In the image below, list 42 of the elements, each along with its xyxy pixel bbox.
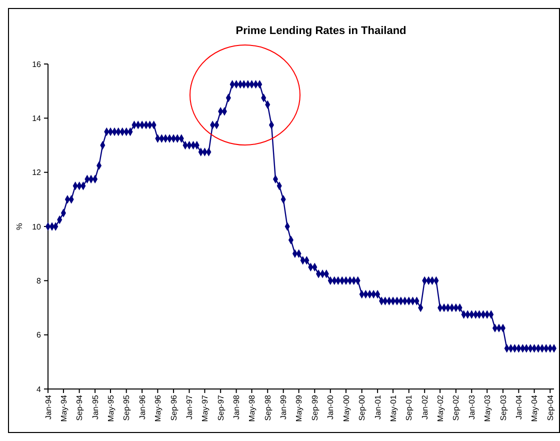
y-tick-label: 8 bbox=[36, 276, 42, 286]
x-tick-label: May-96 bbox=[153, 394, 162, 422]
y-tick-label: 14 bbox=[32, 114, 42, 123]
x-tick-label: Jan-04 bbox=[514, 394, 524, 420]
y-tick-label: 12 bbox=[32, 168, 42, 178]
x-tick-label: May-99 bbox=[294, 394, 304, 422]
x-tick-label: Sep-00 bbox=[358, 394, 367, 421]
x-tick-label: Jan-02 bbox=[420, 394, 430, 420]
x-tick-label: Jan-94 bbox=[44, 394, 53, 420]
x-tick-label: May-95 bbox=[106, 394, 116, 422]
x-tick-label: Jan-01 bbox=[373, 394, 382, 420]
x-tick-label: May-04 bbox=[530, 394, 540, 422]
x-tick-label: Jan-95 bbox=[90, 394, 100, 420]
x-tick-label: May-00 bbox=[342, 394, 351, 422]
x-tick-label: Jan-99 bbox=[279, 394, 288, 420]
x-tick-label: Sep-04 bbox=[546, 394, 555, 421]
x-tick-label: May-98 bbox=[248, 394, 257, 422]
x-tick-label: May-94 bbox=[59, 394, 68, 422]
x-tick-label: Sep-97 bbox=[216, 394, 226, 421]
y-tick-label: 6 bbox=[36, 330, 42, 340]
y-axis-title: % bbox=[15, 222, 24, 230]
x-tick-label: Jan-97 bbox=[185, 394, 194, 420]
x-tick-label: May-02 bbox=[436, 394, 445, 422]
x-tick-label: Jan-98 bbox=[232, 394, 242, 420]
x-tick-label: Sep-96 bbox=[169, 394, 178, 421]
x-tick-label: Sep-02 bbox=[452, 394, 461, 421]
x-tick-label: Sep-01 bbox=[404, 394, 414, 421]
x-tick-label: May-01 bbox=[388, 394, 398, 422]
x-tick-label: Sep-99 bbox=[310, 394, 320, 421]
x-tick-label: Sep-98 bbox=[263, 394, 272, 421]
x-tick-label: Sep-94 bbox=[75, 394, 84, 421]
x-tick-label: Sep-03 bbox=[498, 394, 508, 421]
y-tick-label: 10 bbox=[32, 222, 42, 232]
y-tick-label: 16 bbox=[32, 60, 42, 69]
x-tick-label: Jan-96 bbox=[138, 394, 147, 420]
x-tick-label: Jan-03 bbox=[467, 394, 476, 420]
x-tick-label: May-97 bbox=[200, 394, 210, 422]
x-tick-label: Jan-00 bbox=[326, 394, 336, 420]
x-tick-label: May-03 bbox=[482, 394, 492, 422]
x-tick-label: Sep-95 bbox=[122, 394, 132, 421]
chart-title: Prime Lending Rates in Thailand bbox=[236, 25, 406, 37]
y-tick-label: 4 bbox=[36, 384, 42, 394]
